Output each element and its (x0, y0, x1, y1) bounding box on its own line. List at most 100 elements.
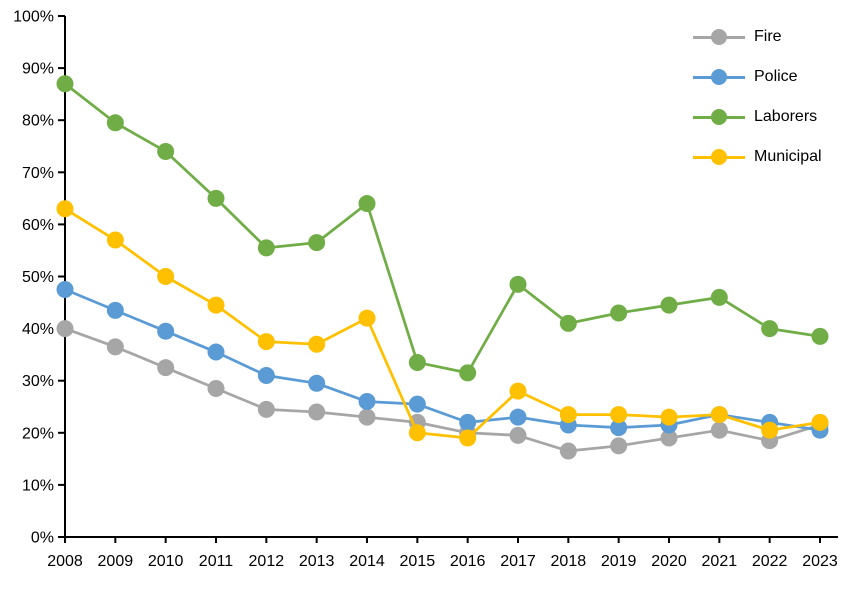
series-line-police (63, 288, 822, 432)
legend-entry-police: Police (693, 57, 822, 97)
x-tick-label: 2016 (450, 553, 486, 570)
series-point-fire (157, 359, 175, 377)
x-tick-label: 2015 (400, 553, 436, 570)
series-point-municipal (761, 421, 779, 439)
legend-label-municipal: Municipal (754, 148, 822, 165)
series-point-fire (207, 380, 225, 398)
y-tick-label: 40% (22, 321, 54, 338)
series-point-municipal (408, 424, 426, 442)
series-point-laborers (710, 288, 728, 306)
series-point-police (257, 366, 275, 384)
series-line-laborers (63, 82, 822, 375)
x-tick-label: 2014 (349, 553, 385, 570)
series-point-fire (710, 421, 728, 439)
legend-label-fire: Fire (754, 28, 782, 45)
series-line-fire (63, 327, 822, 453)
x-tick-label: 2017 (500, 553, 536, 570)
series-point-municipal (207, 296, 225, 314)
series-point-laborers (308, 234, 326, 252)
series-point-police (408, 395, 426, 413)
y-tick-label: 20% (22, 425, 54, 442)
x-tick-label: 2023 (802, 553, 838, 570)
series-point-municipal (358, 309, 376, 327)
y-tick-label: 60% (22, 217, 54, 234)
series-point-police (106, 301, 124, 319)
series-point-municipal (56, 200, 74, 218)
x-tick-label: 2013 (299, 553, 335, 570)
series-point-laborers (811, 327, 829, 345)
series-point-municipal (308, 335, 326, 353)
y-tick-label: 30% (22, 373, 54, 390)
legend-label-police: Police (754, 68, 798, 85)
series-point-fire (106, 338, 124, 356)
fire-series-dot-icon (711, 29, 727, 45)
x-tick-label: 2008 (47, 553, 83, 570)
x-tick-label: 2018 (551, 553, 587, 570)
series-point-police (509, 408, 527, 426)
series-point-laborers (106, 114, 124, 132)
series-point-municipal (660, 408, 678, 426)
y-tick-label: 70% (22, 165, 54, 182)
y-tick-label: 0% (31, 530, 54, 547)
legend-label-laborers: Laborers (754, 108, 818, 125)
series-line-municipal (63, 207, 822, 440)
laborers-series-marker-icon (693, 109, 745, 125)
x-tick-label: 2021 (702, 553, 738, 570)
series-point-fire (308, 403, 326, 421)
x-tick-label: 2012 (249, 553, 285, 570)
laborers-series-dot-icon (711, 109, 727, 125)
legend: Fire Police Laborers Municipal (693, 17, 822, 177)
series-point-fire (509, 426, 527, 444)
series-point-fire (358, 408, 376, 426)
series-point-police (610, 419, 628, 437)
series-point-municipal (710, 406, 728, 424)
series-point-municipal (106, 231, 124, 249)
x-tick-label: 2011 (199, 553, 234, 570)
municipal-series-dot-icon (711, 149, 727, 165)
legend-entry-fire: Fire (693, 17, 822, 57)
x-tick-label: 2010 (148, 553, 184, 570)
y-tick-label: 80% (22, 113, 54, 130)
series-point-police (207, 343, 225, 361)
legend-entry-municipal: Municipal (693, 137, 822, 177)
legend-entry-laborers: Laborers (693, 97, 822, 137)
series-point-police (308, 374, 326, 392)
series-point-laborers (207, 189, 225, 207)
series-point-police (358, 393, 376, 411)
series-point-laborers (459, 364, 477, 382)
series-point-laborers (610, 304, 628, 322)
series-point-municipal (257, 333, 275, 351)
police-series-dot-icon (711, 69, 727, 85)
series-point-fire (660, 429, 678, 447)
y-tick-label: 90% (22, 61, 54, 78)
series-point-municipal (157, 268, 175, 285)
series-point-laborers (509, 275, 527, 293)
series-point-municipal (610, 406, 628, 424)
y-tick-label: 100% (13, 9, 54, 26)
series-point-laborers (257, 239, 275, 257)
x-tick-label: 2009 (98, 553, 134, 570)
series-point-fire (257, 400, 275, 418)
series-point-laborers (157, 142, 175, 160)
x-tick-label: 2020 (651, 553, 687, 570)
series-point-laborers (408, 353, 426, 371)
y-tick-label: 10% (22, 477, 54, 494)
series-point-fire (559, 442, 577, 460)
fire-series-marker-icon (693, 29, 745, 45)
series-point-municipal (509, 382, 527, 400)
municipal-series-marker-icon (693, 149, 745, 165)
series-point-police (157, 322, 175, 340)
series-point-police (459, 413, 477, 431)
series-point-laborers (559, 314, 577, 332)
series-point-laborers (358, 195, 376, 213)
x-tick-label: 2022 (752, 553, 788, 570)
series-point-laborers (660, 296, 678, 314)
series-point-municipal (459, 429, 477, 447)
police-series-marker-icon (693, 69, 745, 85)
x-tick-label: 2019 (601, 553, 637, 570)
series-point-laborers (761, 320, 779, 338)
series-point-laborers (56, 75, 74, 93)
y-tick-label: 50% (22, 269, 54, 286)
series-point-municipal (559, 406, 577, 424)
